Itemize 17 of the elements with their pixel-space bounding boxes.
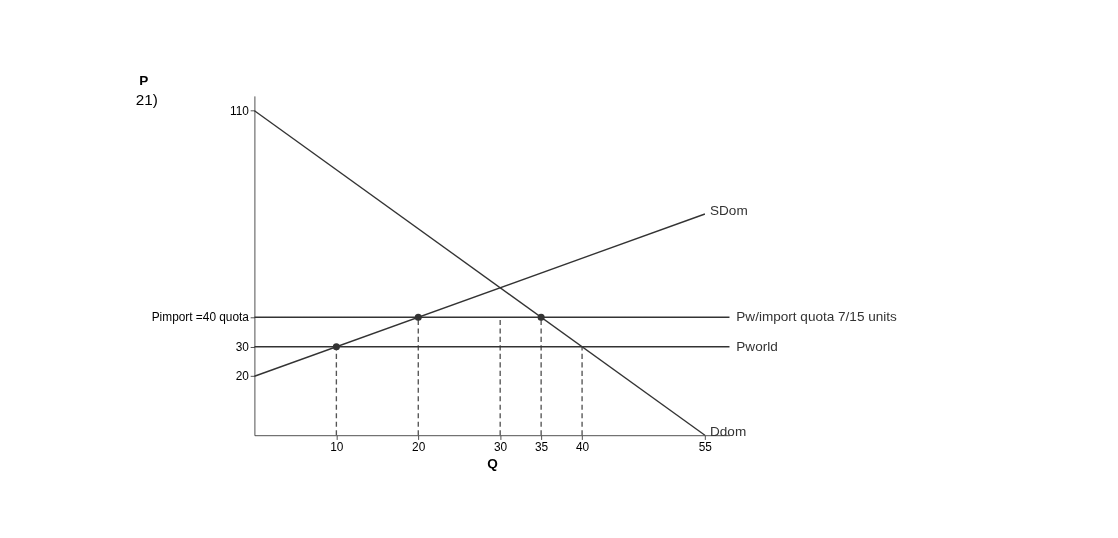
y-tick-label: 110 <box>230 103 250 118</box>
series-label: Ddom <box>710 424 747 440</box>
x-tick-label: 30 <box>494 439 508 454</box>
y-tick-label: 30 <box>235 339 250 354</box>
ref-line-label: Pworld <box>736 339 778 354</box>
x-tick-label: 35 <box>534 439 549 454</box>
x-tick-label: 55 <box>698 439 713 454</box>
text: 21) <box>135 91 158 109</box>
x-tick-label: 20 <box>412 439 426 454</box>
ref-line-label: Pw/import quota 7/15 units <box>736 309 898 325</box>
x-axis-title: Q <box>487 455 498 471</box>
y-tick-label: Pimport =40 quota <box>151 310 250 325</box>
x-tick-label: 10 <box>330 439 344 454</box>
x-tick-label: 40 <box>575 439 590 454</box>
y-axis-title: P <box>139 73 149 89</box>
series-label: SDom <box>710 202 748 218</box>
y-tick-label: 20 <box>235 369 250 384</box>
